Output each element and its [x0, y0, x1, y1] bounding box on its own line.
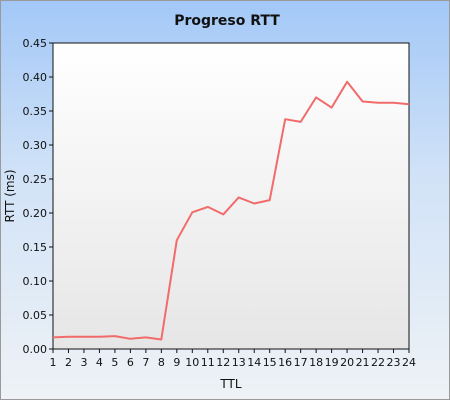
x-tick-label: 21	[356, 356, 370, 369]
x-tick-label: 1	[50, 356, 57, 369]
x-tick-label: 14	[247, 356, 261, 369]
y-tick-label: 0.25	[23, 173, 48, 186]
x-tick-label: 9	[173, 356, 180, 369]
x-tick-label: 10	[185, 356, 199, 369]
x-tick-label: 15	[263, 356, 277, 369]
x-tick-label: 11	[201, 356, 215, 369]
x-axis-title: TTL	[219, 377, 241, 391]
x-tick-label: 24	[402, 356, 416, 369]
x-tick-label: 12	[216, 356, 230, 369]
x-tick-label: 13	[232, 356, 246, 369]
y-tick-label: 0.35	[23, 105, 48, 118]
y-tick-label: 0.05	[23, 309, 48, 322]
x-tick-label: 6	[127, 356, 134, 369]
y-tick-label: 0.00	[23, 343, 48, 356]
x-tick-label: 18	[309, 356, 323, 369]
y-tick-label: 0.45	[23, 37, 48, 50]
x-tick-label: 17	[294, 356, 308, 369]
x-tick-label: 20	[340, 356, 354, 369]
y-axis-title: RTT (ms)	[3, 169, 17, 222]
chart-title: Progreso RTT	[174, 13, 280, 29]
plot-area	[53, 43, 409, 349]
y-tick-label: 0.10	[23, 275, 48, 288]
x-tick-label: 23	[387, 356, 401, 369]
x-tick-label: 7	[142, 356, 149, 369]
y-tick-label: 0.30	[23, 139, 48, 152]
x-tick-label: 3	[80, 356, 87, 369]
x-tick-label: 5	[111, 356, 118, 369]
x-axis: 1 2 3 4 5 6 7 8 9 10 11 12 13 14 15 16 17 18 19 20 21 22 23 24	[50, 349, 417, 369]
y-tick-label: 0.20	[23, 207, 48, 220]
x-tick-label: 2	[65, 356, 72, 369]
x-tick-label: 19	[325, 356, 339, 369]
x-tick-label: 16	[278, 356, 292, 369]
y-tick-label: 0.15	[23, 241, 48, 254]
y-axis: 0.00 0.05 0.10 0.15 0.20 0.25 0.30 0.35 0.40 0.45	[23, 37, 54, 356]
x-tick-label: 8	[158, 356, 165, 369]
x-tick-label: 22	[371, 356, 385, 369]
x-tick-label: 4	[96, 356, 103, 369]
y-tick-label: 0.40	[23, 71, 48, 84]
